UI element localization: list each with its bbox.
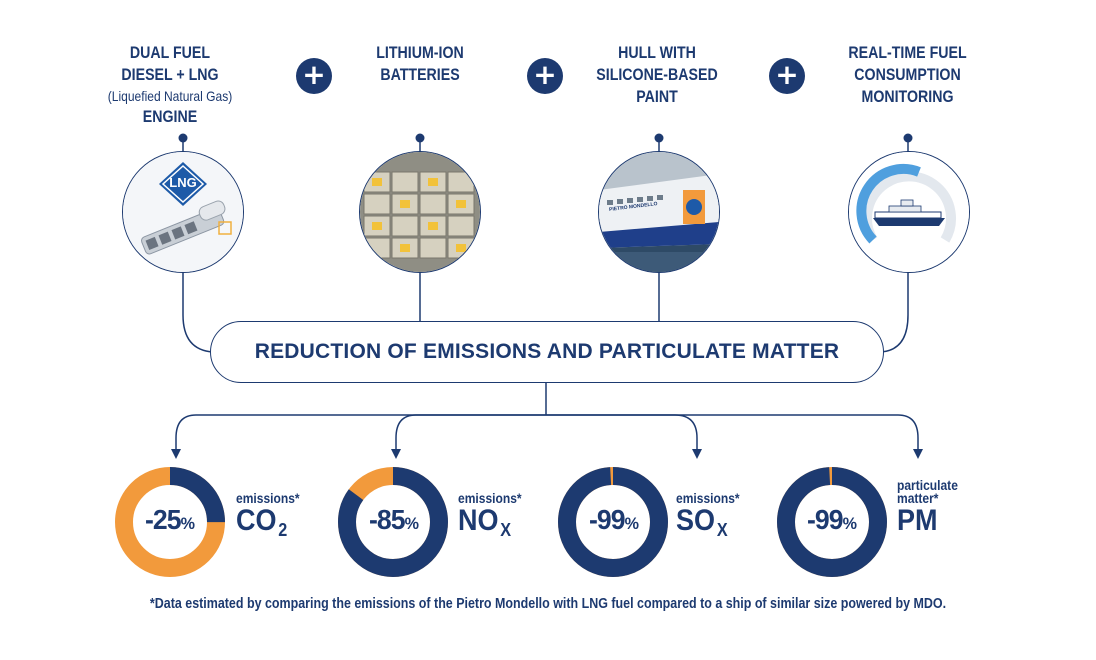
monitoring-gauge-image bbox=[848, 151, 970, 273]
sox-reduction-arc bbox=[558, 467, 668, 577]
pm-donut bbox=[777, 467, 887, 577]
pm-label: PM bbox=[897, 504, 938, 537]
sox-label: SOX bbox=[676, 504, 728, 540]
sox-reduction-value: -99% bbox=[589, 504, 639, 535]
plus-icon: + bbox=[296, 58, 332, 94]
co2-donut bbox=[115, 467, 225, 577]
feature-title-batteries: LITHIUM-ION BATTERIES bbox=[376, 44, 464, 84]
pm-reduction-value: -99% bbox=[807, 504, 857, 535]
co2-label: CO2 bbox=[236, 504, 288, 540]
sox-caption: emissions* bbox=[676, 490, 740, 506]
nox-donut bbox=[338, 467, 448, 577]
engine-image: LNG bbox=[122, 151, 244, 273]
nox-reduction-arc bbox=[338, 467, 448, 577]
pm-caption: particulate matter* bbox=[897, 477, 958, 506]
nox-label: NOX bbox=[458, 504, 512, 540]
sox-donut bbox=[558, 467, 668, 577]
feature-title-hull: HULL WITH SILICONE-BASED PAINT bbox=[596, 44, 718, 106]
feature-title-monitoring: REAL-TIME FUEL CONSUMPTION MONITORING bbox=[848, 44, 967, 106]
pm-reduction-arc bbox=[777, 467, 887, 577]
lng-logo-label: LNG bbox=[169, 175, 197, 190]
co2-caption: emissions* bbox=[236, 490, 300, 506]
nox-reduction-value: -85% bbox=[369, 504, 419, 535]
nox-caption: emissions* bbox=[458, 490, 522, 506]
result-box: REDUCTION OF EMISSIONS AND PARTICULATE M… bbox=[210, 321, 884, 383]
plus-icon: + bbox=[769, 58, 805, 94]
footnote: *Data estimated by comparing the emissio… bbox=[149, 596, 947, 612]
co2-reduction-arc bbox=[115, 467, 225, 577]
feature-title-dual-fuel: DUAL FUEL DIESEL + LNG (Liquefied Natura… bbox=[107, 44, 233, 126]
plus-icon: + bbox=[527, 58, 563, 94]
co2-reduction-value: -25% bbox=[145, 504, 195, 535]
